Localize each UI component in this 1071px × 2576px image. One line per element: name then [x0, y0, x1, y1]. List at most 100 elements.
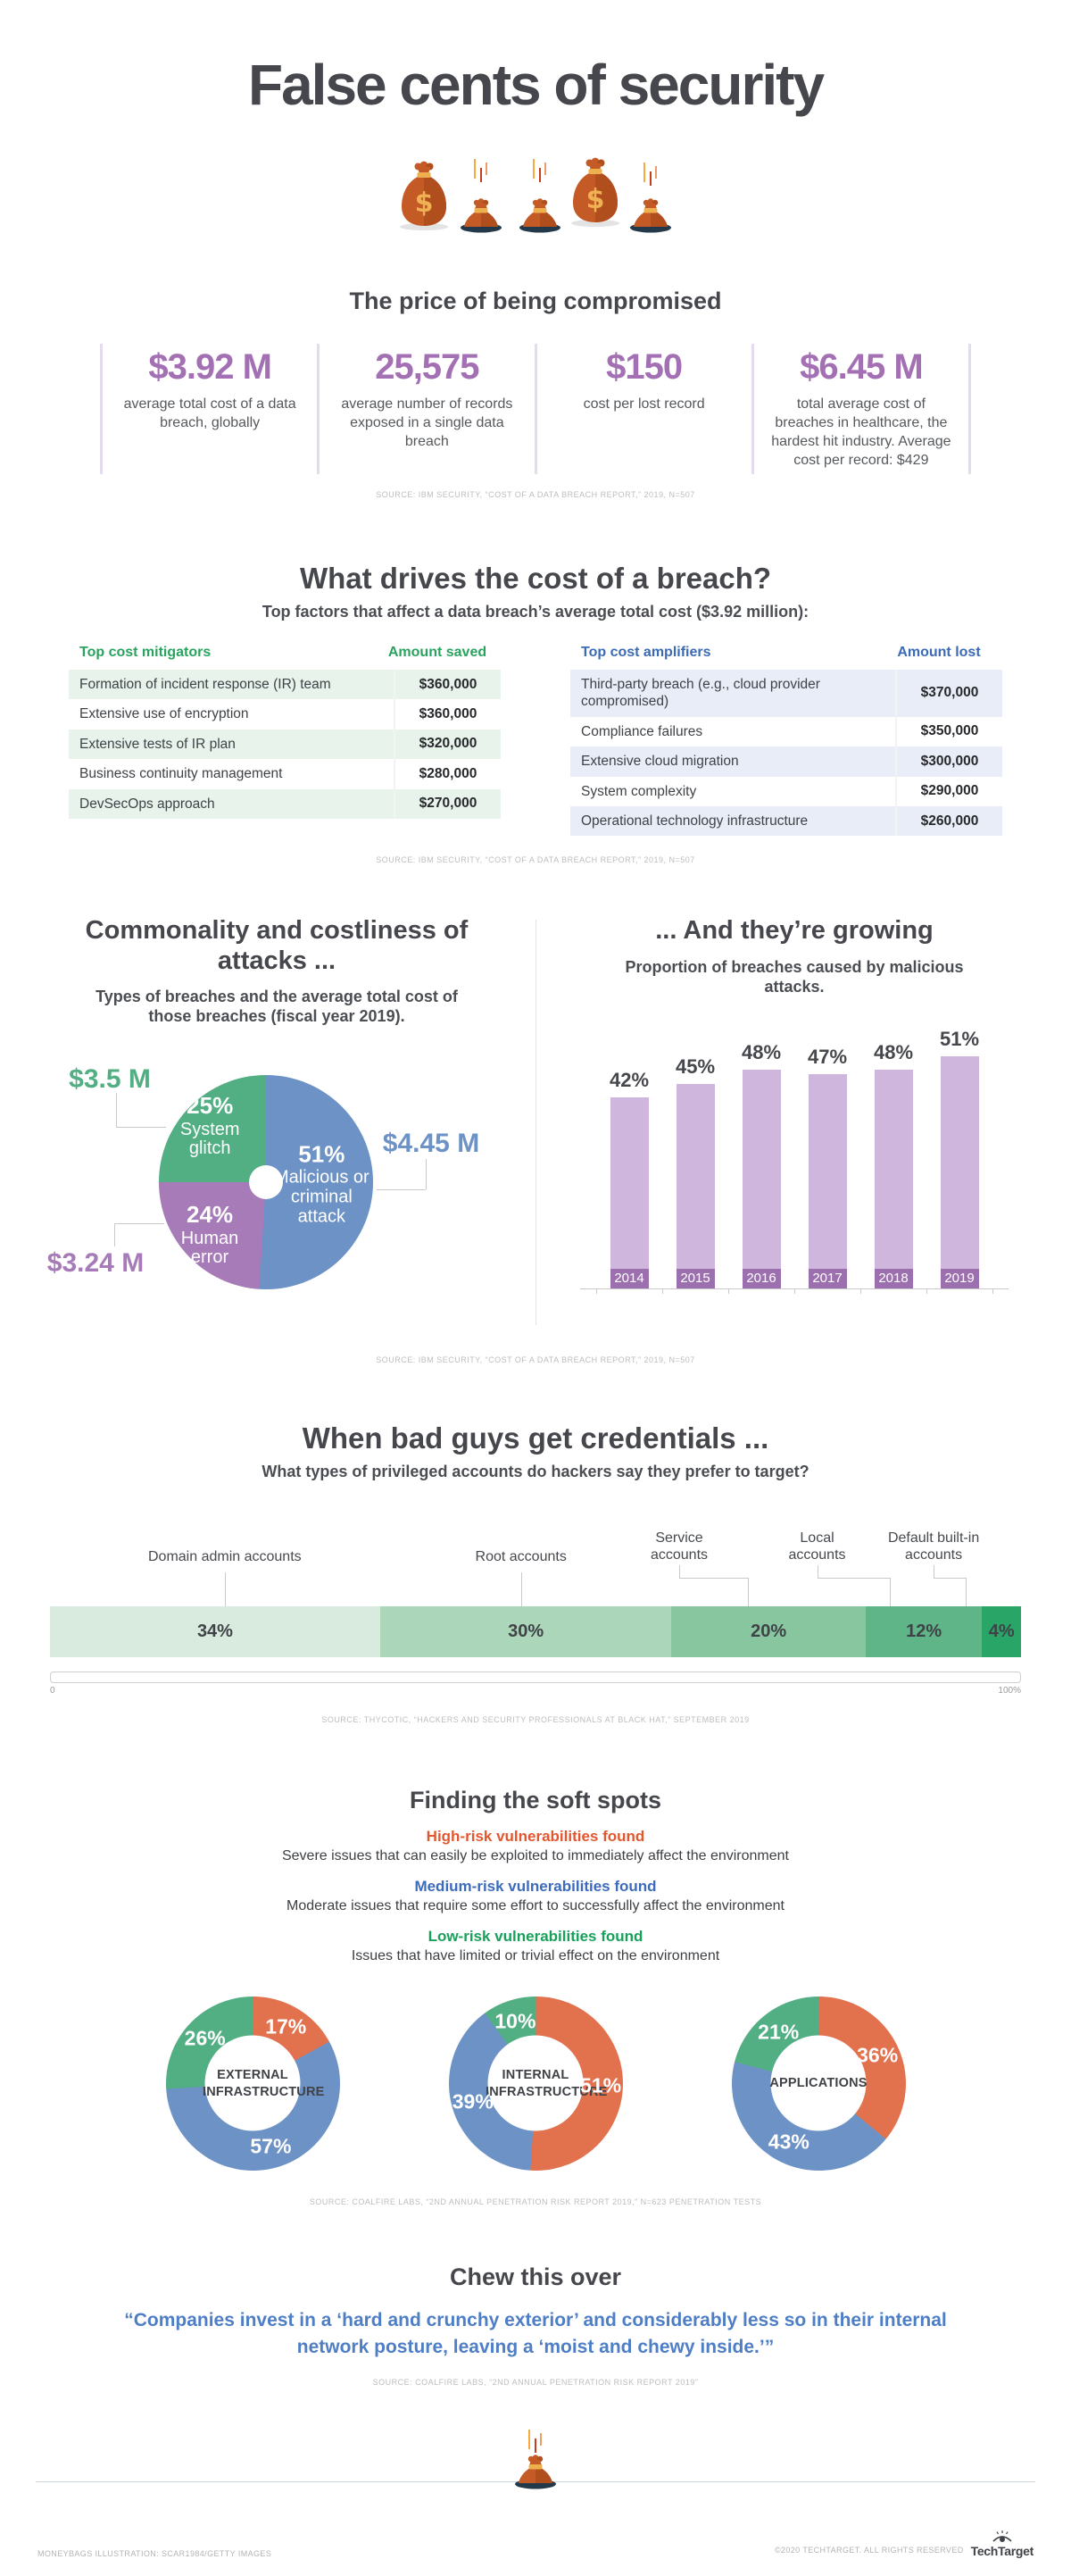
donut-center-label: EXTERNAL INFRASTRUCTURE	[203, 2068, 325, 2099]
pie-slice-label: 51% Malicious or criminal attack	[270, 1141, 373, 1226]
brand-box: ©2020 TECHTARGET. ALL RIGHTS RESERVED Te…	[775, 2530, 1034, 2558]
risk-level-desc: Moderate issues that require some effort…	[286, 1897, 785, 1913]
amount-cell: $260,000	[895, 805, 1002, 837]
connector-line	[679, 1564, 681, 1578]
soft-spots-donut-charts: EXTERNAL INFRASTRUCTURE 17% 57% 26% INTERNAL…	[0, 1996, 1071, 2171]
amount-cell: $290,000	[895, 776, 1002, 806]
risk-definition: High-risk vulnerabilities found Severe is…	[0, 1828, 1071, 1864]
breach-types-panel: Commonality and costliness of attacks ..…	[18, 916, 536, 1329]
axis-tick	[728, 1288, 729, 1294]
table-row: Compliance failures $350,000	[570, 716, 1002, 747]
risk-definition: Medium-risk vulnerabilities found Moderat…	[0, 1878, 1071, 1914]
account-type-label: Local accounts	[788, 1530, 846, 1563]
callout-line	[116, 1092, 117, 1127]
donut-hole	[487, 2035, 584, 2131]
callout-line	[114, 1222, 164, 1224]
table-row: Extensive cloud migration $300,000	[570, 746, 1002, 777]
connector-line	[679, 1577, 749, 1579]
factor-cell: DevSecOps approach	[79, 796, 215, 812]
connector-line	[890, 1577, 892, 1606]
donut-slice-pct: 57%	[250, 2134, 292, 2158]
risk-legend: High-risk vulnerabilities found Severe is…	[0, 1828, 1071, 1964]
malicious-growth-bar-chart: 42% 2014 45% 2015 48% 2016 47% 2017 48% 2018 51% 20…	[580, 1021, 1009, 1294]
stacked-bar-segment: 4%	[982, 1605, 1021, 1657]
drivers-section-title: What drives the cost of a breach?	[299, 562, 772, 595]
axis-tick	[662, 1288, 663, 1294]
donut-slice-pct: 51%	[580, 2073, 622, 2097]
quote-section-title: Chew this over	[449, 2263, 622, 2290]
axis-tick	[860, 1288, 861, 1294]
charts-row: Commonality and costliness of attacks ..…	[0, 916, 1071, 1329]
pie-slice-label: 25% System glitch	[168, 1093, 253, 1159]
money-bags-icon: $	[400, 157, 671, 233]
risk-level-label: Medium-risk vulnerabilities found	[414, 1877, 657, 1895]
bar: 2018	[874, 1069, 913, 1288]
bar-year-label: 2018	[874, 1268, 913, 1288]
axis-max-label: 100%	[998, 1685, 1021, 1696]
risk-level-desc: Severe issues that can easily be exploit…	[281, 1847, 789, 1863]
footer: MONEYBAGS ILLUSTRATION: SCAR1984/GETTY I…	[37, 2530, 1034, 2576]
bar-value-label: 47%	[807, 1045, 848, 1068]
bar: 2014	[610, 1096, 649, 1288]
credentials-section-subtitle: What types of privileged accounts do hac…	[262, 1462, 809, 1480]
pie-slice-name: System glitch	[179, 1119, 240, 1159]
risk-level-desc: Issues that have limited or trivial effe…	[351, 1947, 720, 1963]
amount-cell: $270,000	[394, 788, 501, 819]
donut-hole	[770, 2035, 867, 2131]
stat-desc: average number of records exposed in a s…	[341, 396, 513, 450]
stacked-bar-segment: 30%	[379, 1605, 672, 1657]
risk-level-label: Low-risk vulnerabilities found	[428, 1927, 643, 1945]
price-stat: $150 cost per lost record	[534, 344, 751, 474]
donut-slice-pct: 39%	[452, 2089, 494, 2113]
connector-line	[748, 1577, 750, 1606]
donut-slice-pct: 36%	[857, 2043, 899, 2067]
account-type-label: Default built-in accounts	[887, 1530, 980, 1563]
table-header: Top cost mitigators Amount saved	[69, 645, 501, 670]
factor-cell: System complexity	[581, 783, 697, 799]
factor-column-header: Top cost mitigators	[79, 645, 212, 660]
sinking-money-bag-icon	[515, 2428, 556, 2489]
bar-year-label: 2014	[610, 1268, 649, 1288]
connector-line	[817, 1577, 891, 1579]
credentials-labels: Domain admin accounts Root accounts Servic…	[50, 1506, 1021, 1606]
callout-line	[116, 1126, 166, 1128]
table-row: System complexity $290,000	[570, 776, 1002, 806]
account-type-label: Domain admin accounts	[148, 1548, 302, 1564]
bar-year-label: 2017	[808, 1268, 847, 1288]
callout-line	[377, 1188, 426, 1190]
avg-cost-label-malicious-attack: $4.45 M	[382, 1128, 480, 1158]
techtarget-wordmark: TechTarget	[970, 2543, 1034, 2558]
techtarget-logo: TechTarget	[971, 2530, 1034, 2558]
donut-chart: EXTERNAL INFRASTRUCTURE 17% 57% 26%	[165, 1996, 340, 2171]
axis-min-label: 0	[50, 1685, 55, 1696]
stat-value: 25,575	[375, 347, 479, 387]
donut-slice-pct: 26%	[184, 2026, 226, 2050]
table-row: DevSecOps approach $270,000	[69, 788, 501, 819]
bar-value-label: 51%	[939, 1027, 980, 1050]
donut-slice-pct: 21%	[758, 2020, 800, 2044]
price-stat: 25,575 average number of records exposed …	[317, 344, 534, 474]
table-row: Formation of incident response (IR) team…	[69, 670, 501, 700]
softspots-section-title: Finding the soft spots	[410, 1786, 661, 1813]
bar-value-label: 48%	[741, 1040, 782, 1063]
bar: 2019	[940, 1055, 979, 1288]
breach-types-pie-chart: 51% Malicious or criminal attack 24% Human …	[27, 1043, 527, 1329]
pie-slice-pct: 51%	[298, 1140, 345, 1168]
scale-labels: 0 100%	[50, 1686, 1021, 1696]
table-row: Extensive tests of IR plan $320,000	[69, 729, 501, 760]
stat-desc: cost per lost record	[583, 396, 705, 412]
donut-chart: APPLICATIONS 36% 43% 21%	[731, 1996, 906, 2171]
drivers-source: SOURCE: IBM SECURITY, “COST OF A DATA BR…	[376, 855, 695, 865]
bar-plot: 42% 2014 45% 2015 48% 2016 47% 2017 48% 2018 51% 20…	[596, 1021, 993, 1294]
factor-cell: Third-party breach (e.g., cloud provider…	[581, 677, 820, 710]
donut-hole	[204, 2035, 301, 2131]
bar-column: 45% 2015	[676, 1055, 715, 1288]
cost-mitigators-table: Top cost mitigators Amount saved Formation…	[69, 645, 501, 836]
risk-definition: Low-risk vulnerabilities found Issues tha…	[0, 1928, 1071, 1964]
money-bags-illustration: $	[0, 148, 1071, 238]
credentials-stacked-bar: 34% 30% 20% 12% 4%	[50, 1605, 1021, 1657]
connector-line	[965, 1577, 967, 1606]
callout-line	[426, 1158, 427, 1189]
stat-desc: average total cost of a data breach, glo…	[123, 396, 296, 431]
pie-slice-label: 24% Human error	[168, 1202, 253, 1268]
